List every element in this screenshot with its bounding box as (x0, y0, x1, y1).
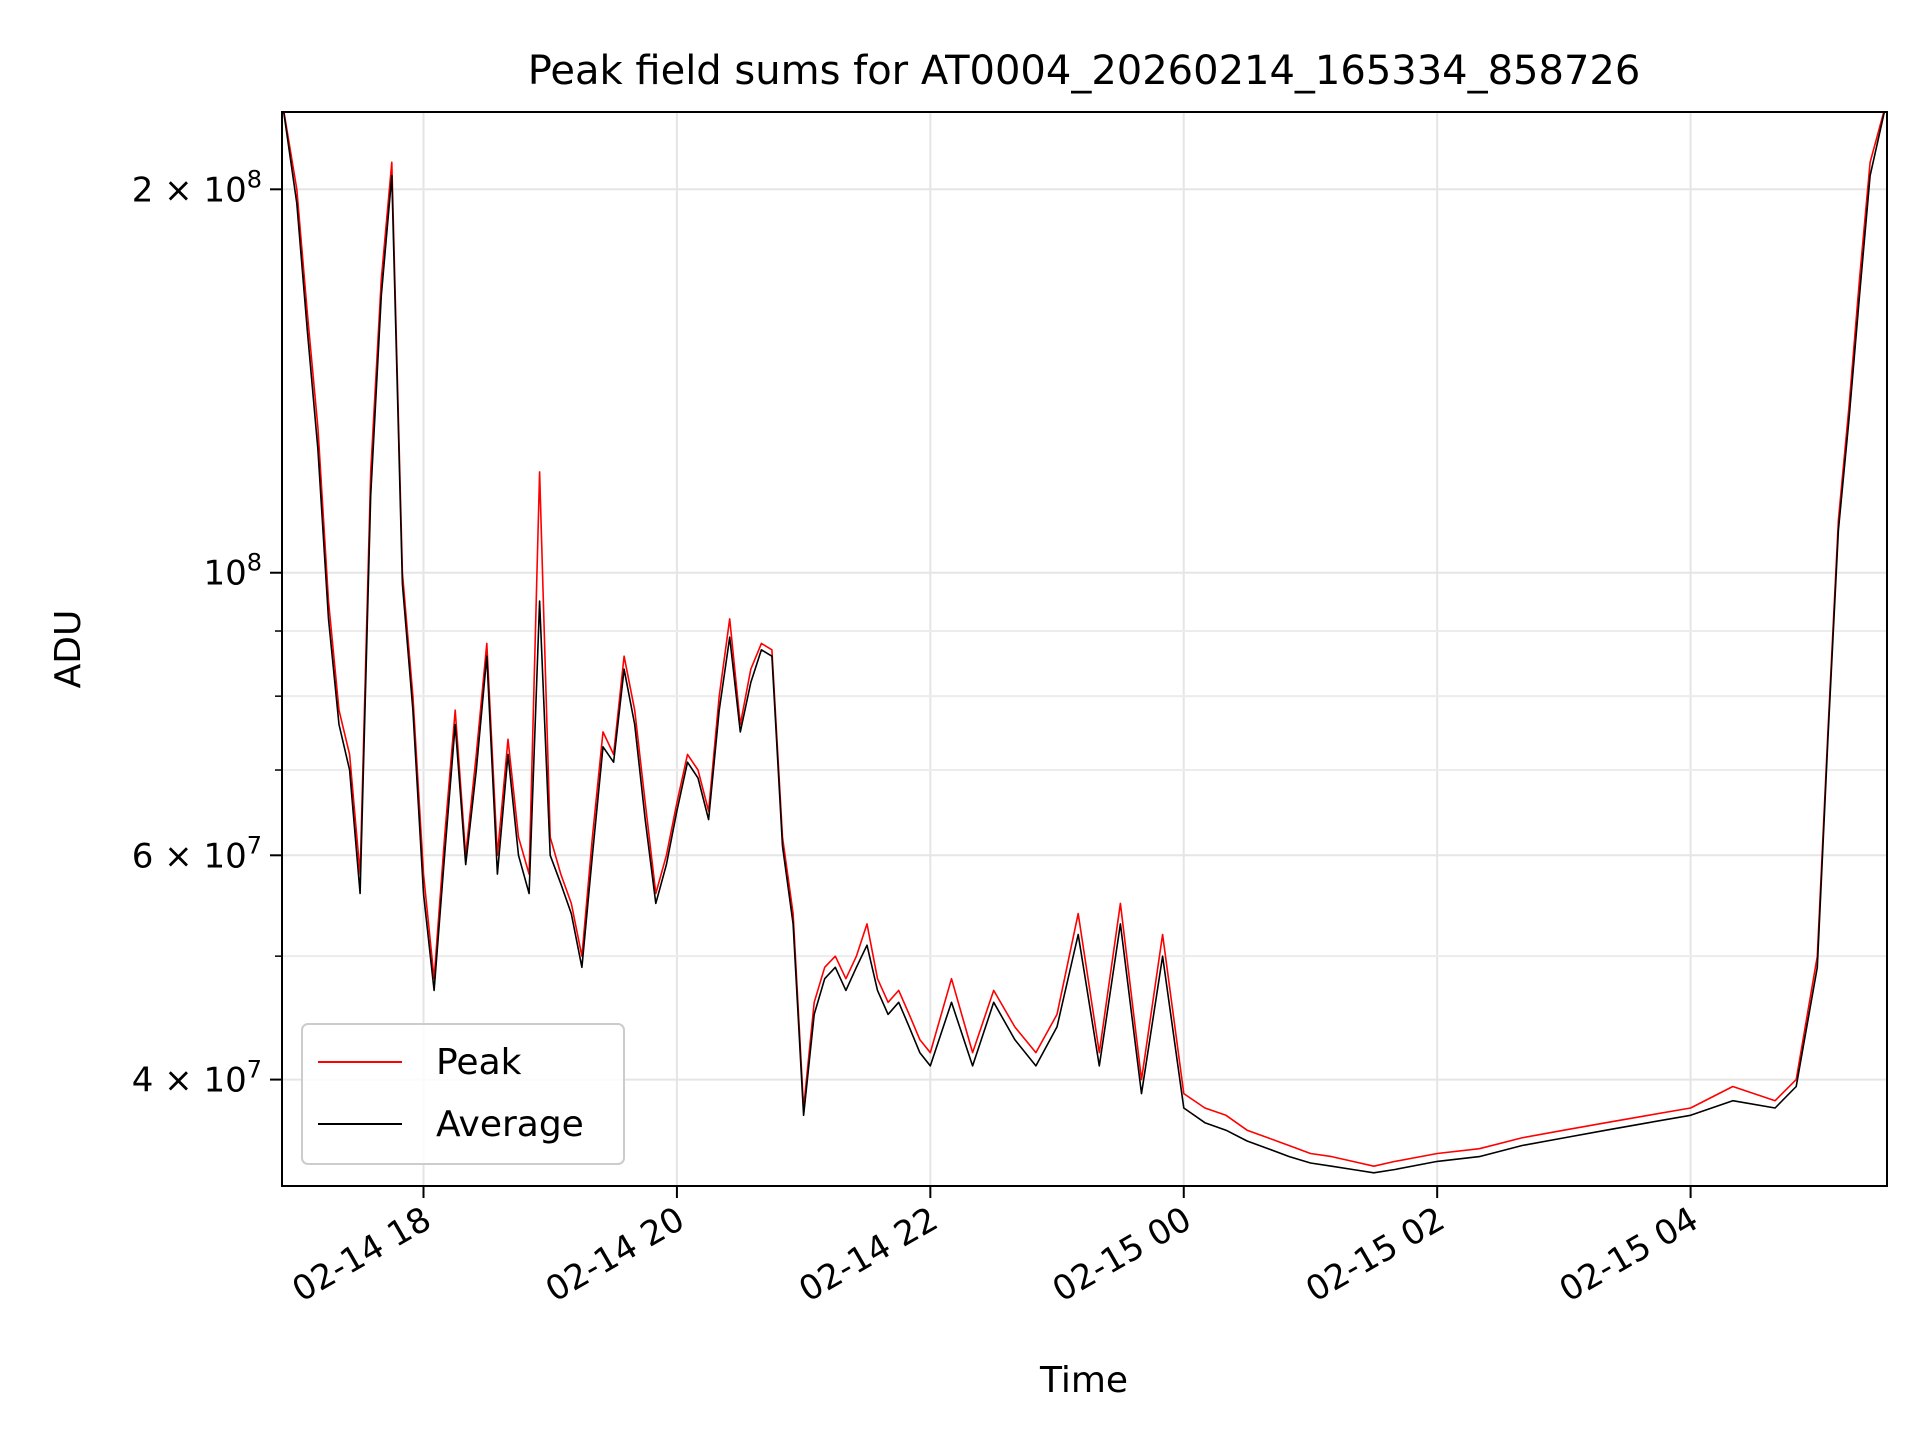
y-tick-label: 4 × 107 (132, 1056, 262, 1101)
y-tick-label-base: 2 × 10 (132, 170, 247, 210)
plot-frame (281, 111, 1888, 1187)
series-line-peak (283, 112, 1885, 1167)
y-tick-label-base: 10 (203, 554, 246, 594)
series-layer (282, 112, 1886, 1174)
y-tick-label: 108 (203, 549, 262, 594)
legend-box (301, 1023, 625, 1165)
series-line-average (282, 112, 1886, 1174)
y-tick-label-exponent: 8 (247, 549, 262, 577)
legend: Peak Average (301, 1023, 625, 1165)
y-tick-label-exponent: 7 (247, 1056, 262, 1084)
y-tick-label: 6 × 107 (132, 831, 262, 876)
chart-title: Peak field sums for AT0004_20260214_1653… (528, 48, 1641, 94)
y-axis-label: ADU (48, 610, 89, 689)
y-tick-label-base: 6 × 10 (132, 836, 247, 876)
x-axis-label: Time (1039, 1360, 1128, 1401)
y-tick-label: 2 × 108 (132, 165, 262, 210)
plot-area (282, 112, 1887, 1186)
y-tick-label-exponent: 7 (247, 831, 262, 859)
y-tick-label-base: 4 × 10 (132, 1061, 247, 1101)
y-tick-label-exponent: 8 (247, 165, 262, 193)
legend-label-average: Average (436, 1104, 584, 1145)
legend-label-peak: Peak (436, 1042, 522, 1083)
